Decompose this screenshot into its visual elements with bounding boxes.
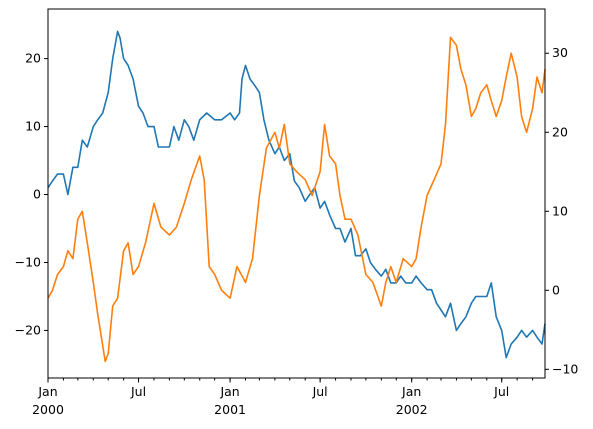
left-y-axis: −20 −10 0 10 20	[15, 51, 48, 337]
series-line-1	[47, 30, 546, 359]
x-tick-label: Jan	[219, 384, 239, 399]
right-tick-label: −10	[552, 361, 578, 376]
right-y-axis: −10 0 10 20 30	[545, 45, 578, 376]
right-tick-label: 10	[552, 203, 568, 218]
left-tick-label: 10	[25, 119, 41, 134]
left-tick-label: −20	[15, 322, 41, 337]
x-year-label: 2001	[214, 402, 246, 417]
right-tick-label: 20	[552, 124, 568, 139]
left-tick-label: −10	[15, 254, 41, 269]
right-tick-label: 30	[552, 45, 568, 60]
x-tick-label: Jul	[130, 384, 146, 399]
axes-frame	[47, 8, 546, 379]
x-tick-label: Jan	[401, 384, 421, 399]
left-tick-label: 0	[33, 187, 41, 202]
x-tick-label: Jul	[493, 384, 509, 399]
x-axis: Jan 2000 Jul Jan 2001 Jul Jan 2002 Jul	[32, 378, 534, 417]
right-tick-label: 0	[552, 282, 560, 297]
x-tick-label: Jul	[312, 384, 328, 399]
left-tick-label: 20	[25, 51, 41, 66]
x-year-label: 2002	[396, 402, 428, 417]
plot-area	[47, 30, 546, 363]
x-tick-label: Jan	[37, 384, 57, 399]
x-year-label: 2000	[32, 402, 64, 417]
series-line-2	[47, 36, 546, 363]
